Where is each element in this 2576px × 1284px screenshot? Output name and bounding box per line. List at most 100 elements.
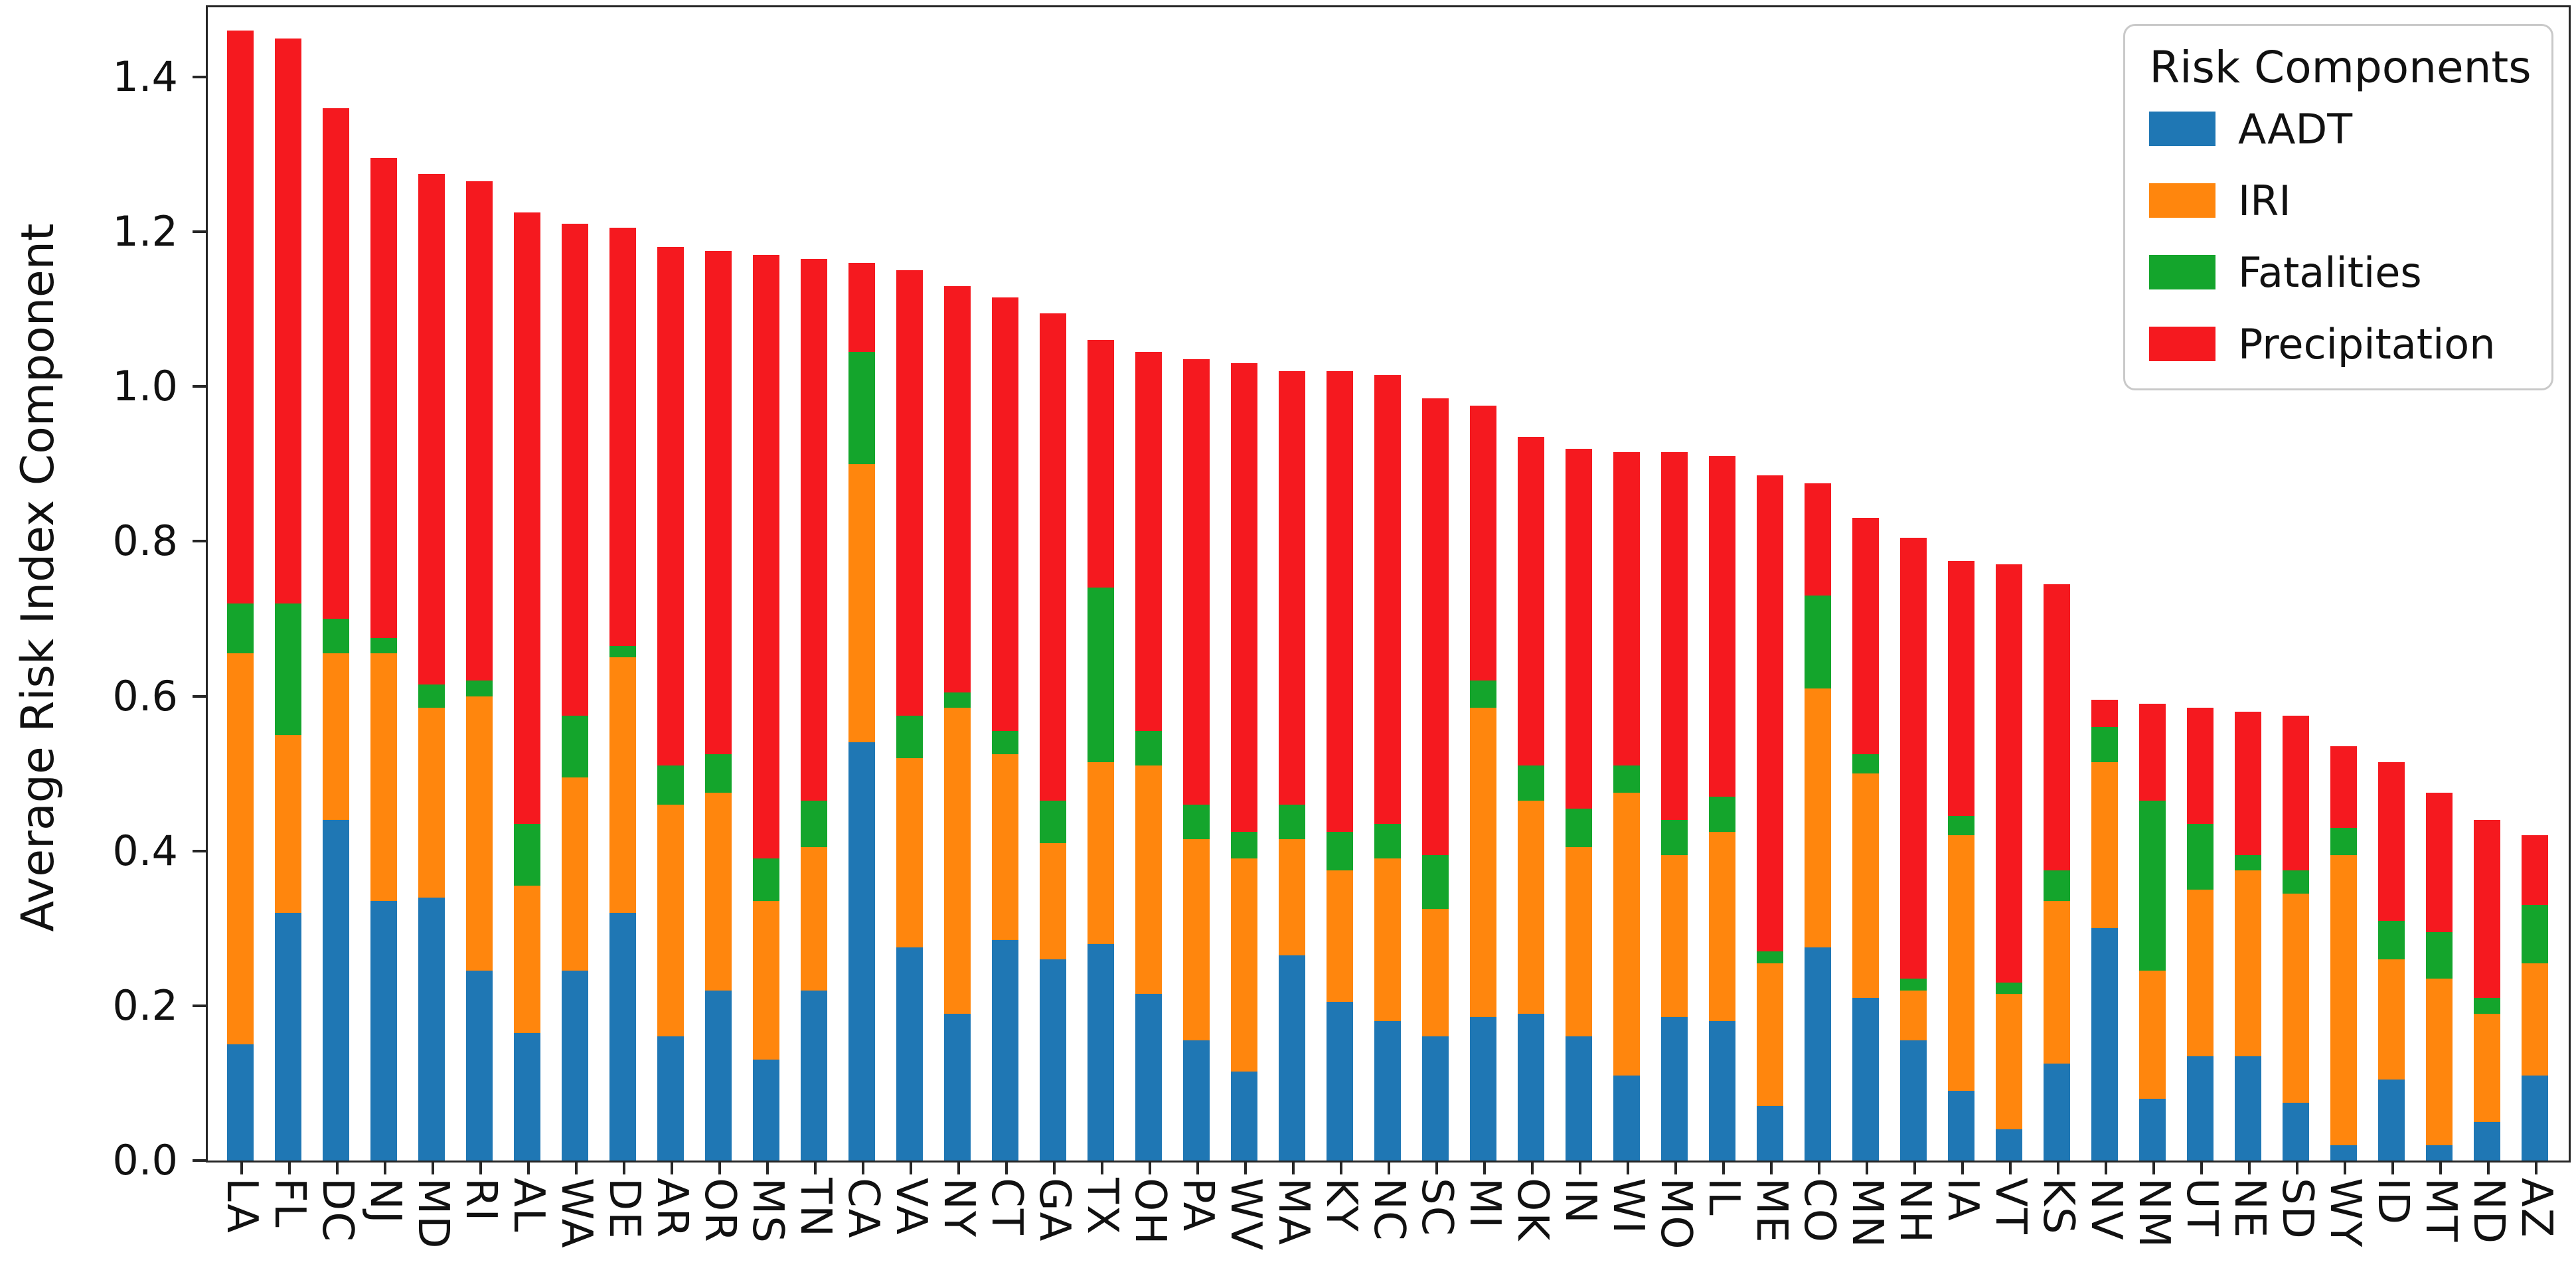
bar-segment-IA-aadt (1948, 1091, 1974, 1161)
x-tick (1101, 1163, 1103, 1174)
x-tick (862, 1163, 864, 1174)
bar-segment-NV-fatalities (2091, 727, 2118, 762)
bar-segment-IL-aadt (1709, 1021, 1735, 1161)
x-tick (2152, 1163, 2155, 1174)
bar-segment-WV-iri (1231, 858, 1257, 1072)
x-tick-label-LA: LA (217, 1178, 266, 1234)
bar-segment-RI-iri (466, 696, 493, 971)
y-tick (193, 1004, 206, 1007)
bar-segment-FL-aadt (274, 912, 301, 1161)
bar-MN (1852, 7, 1879, 1161)
bar-segment-NE-iri (2235, 870, 2261, 1056)
bar-segment-TX-fatalities (1087, 588, 1114, 762)
bar-segment-DC-iri (323, 653, 349, 821)
x-tick-label-DE: DE (600, 1178, 649, 1240)
bar-segment-ND-iri (2474, 1013, 2500, 1122)
bar-segment-MT-iri (2426, 979, 2453, 1145)
bar-segment-DC-aadt (323, 820, 349, 1161)
y-tick (193, 540, 206, 543)
bar-segment-IN-fatalities (1566, 808, 1592, 847)
x-tick (288, 1163, 291, 1174)
bar-segment-CA-aadt (848, 742, 875, 1161)
bar-segment-AL-precipitation (514, 212, 540, 824)
bar-segment-NH-iri (1900, 990, 1927, 1041)
bar-segment-CO-aadt (1805, 947, 1831, 1161)
bar-segment-MA-precipitation (1279, 370, 1305, 805)
x-tick-label-KS: KS (2034, 1178, 2083, 1236)
bar-segment-NE-fatalities (2235, 854, 2261, 870)
bar-segment-ND-fatalities (2474, 998, 2500, 1014)
x-tick (1531, 1163, 1534, 1174)
bar-segment-WA-fatalities (562, 715, 588, 777)
x-tick-label-MT: MT (2416, 1178, 2465, 1244)
bar-segment-TX-iri (1087, 762, 1114, 944)
x-tick (2296, 1163, 2298, 1174)
x-tick (2487, 1163, 2490, 1174)
x-tick-label-AR: AR (647, 1178, 696, 1240)
bar-segment-MN-aadt (1852, 998, 1879, 1161)
bar-IL (1709, 7, 1735, 1161)
bar-CO (1805, 7, 1831, 1161)
x-tick (2439, 1163, 2442, 1174)
bar-LA (227, 7, 254, 1161)
bar-segment-VT-iri (1996, 994, 2022, 1130)
x-tick-label-MS: MS (743, 1178, 792, 1244)
bar-segment-NM-precipitation (2139, 704, 2166, 801)
bar-segment-AR-fatalities (657, 765, 684, 805)
bar-segment-NC-iri (1374, 858, 1401, 1022)
x-tick-label-AZ: AZ (2512, 1178, 2561, 1239)
bar-segment-WA-precipitation (562, 224, 588, 716)
bar-segment-DE-fatalities (609, 645, 636, 658)
bar-segment-NE-precipitation (2235, 711, 2261, 855)
bar-segment-UT-aadt (2187, 1056, 2214, 1161)
bar-segment-NC-fatalities (1374, 823, 1401, 859)
bar-segment-GA-iri (1040, 843, 1066, 959)
bar-segment-RI-precipitation (466, 181, 493, 681)
bar-segment-VA-aadt (896, 947, 923, 1161)
bar-segment-WA-iri (562, 777, 588, 971)
bar-segment-IL-precipitation (1709, 456, 1735, 797)
bar-segment-OH-precipitation (1135, 351, 1162, 731)
x-tick (575, 1163, 578, 1174)
bar-OH (1135, 7, 1162, 1161)
bar-segment-VT-aadt (1996, 1129, 2022, 1161)
x-tick (1005, 1163, 1008, 1174)
bar-segment-MS-fatalities (753, 858, 779, 902)
x-tick (1770, 1163, 1773, 1174)
legend-item-precipitation: Precipitation (2149, 308, 2532, 380)
bar-segment-MT-precipitation (2426, 793, 2453, 933)
x-tick (957, 1163, 960, 1174)
bar-segment-OK-aadt (1518, 1013, 1544, 1161)
bar-OR (705, 7, 732, 1161)
x-tick-label-CA: CA (839, 1178, 888, 1240)
bar-segment-MD-iri (418, 708, 445, 898)
x-tick (910, 1163, 912, 1174)
bar-segment-NV-precipitation (2091, 700, 2118, 728)
x-tick-label-VA: VA (886, 1178, 935, 1236)
x-tick-label-WY: WY (2320, 1178, 2370, 1249)
bar-segment-CO-precipitation (1805, 483, 1831, 596)
x-tick-label-NE: NE (2225, 1178, 2274, 1240)
x-tick-label-NH: NH (1890, 1178, 1939, 1244)
bar-segment-DE-iri (609, 657, 636, 913)
x-tick-label-WA: WA (552, 1178, 601, 1249)
x-tick (1674, 1163, 1677, 1174)
x-tick (1483, 1163, 1486, 1174)
bar-segment-LA-fatalities (227, 603, 254, 654)
bar-segment-OH-aadt (1135, 994, 1162, 1161)
bar-FL (274, 7, 301, 1161)
bar-WY (2330, 7, 2357, 1161)
bar-segment-OR-aadt (705, 990, 732, 1161)
bar-segment-AZ-iri (2522, 963, 2548, 1076)
bar-segment-LA-iri (227, 653, 254, 1045)
bar-segment-MS-aadt (753, 1060, 779, 1161)
y-tick (193, 694, 206, 698)
bar-segment-IA-fatalities (1948, 816, 1974, 836)
bar-segment-MO-aadt (1661, 1017, 1688, 1161)
bar-segment-WY-aadt (2330, 1145, 2357, 1161)
bar-segment-OK-precipitation (1518, 437, 1544, 766)
bar-MI (1470, 7, 1496, 1161)
x-tick-label-MN: MN (1842, 1178, 1892, 1249)
bar-segment-NJ-precipitation (370, 158, 397, 639)
bar-CA (848, 7, 875, 1161)
